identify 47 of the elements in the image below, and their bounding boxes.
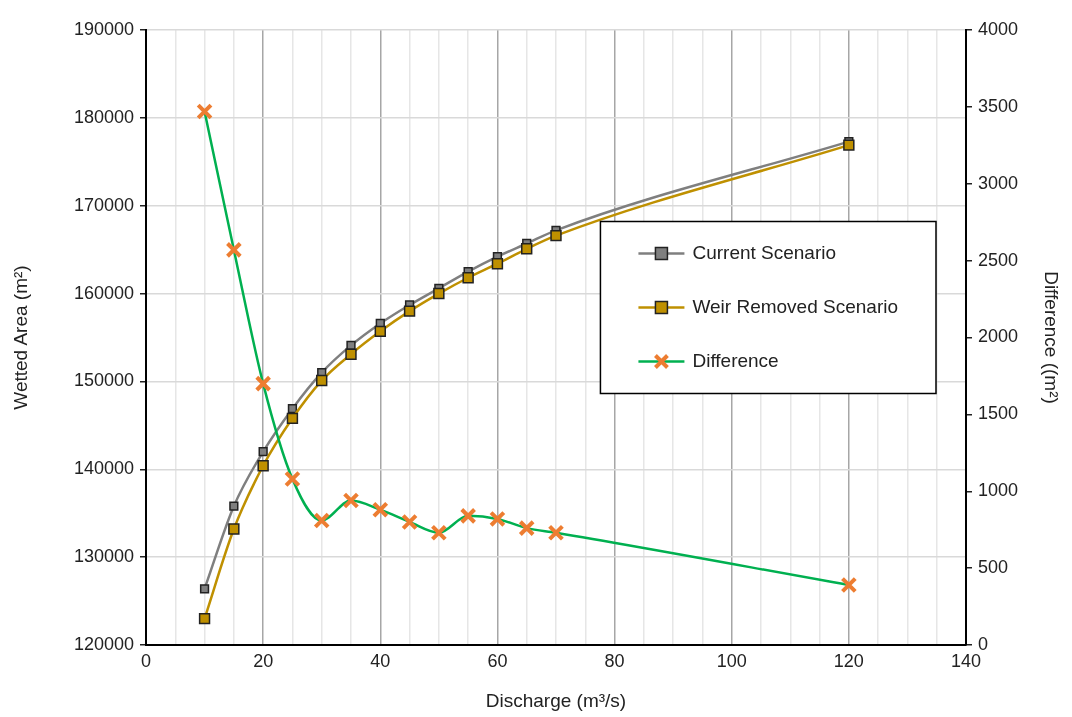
x-tick-label: 120 bbox=[833, 650, 864, 671]
point bbox=[229, 501, 239, 511]
y2-tick-label: 3000 bbox=[978, 172, 1019, 193]
point bbox=[521, 243, 533, 255]
y-tick-label: 190000 bbox=[73, 18, 134, 39]
x-tick-label: 80 bbox=[604, 650, 625, 671]
y2-tick-label: 500 bbox=[978, 557, 1009, 578]
y-tick-label: 160000 bbox=[73, 282, 134, 303]
y-tick-label: 150000 bbox=[73, 370, 134, 391]
legend-label: Weir Removed Scenario bbox=[692, 295, 899, 317]
point bbox=[491, 258, 504, 270]
x-tick-label: 60 bbox=[487, 650, 508, 671]
point bbox=[374, 325, 386, 338]
y2-tick-label: 1500 bbox=[978, 403, 1019, 424]
x-tick-label: 20 bbox=[253, 650, 274, 671]
point bbox=[198, 612, 211, 625]
y-tick-label: 120000 bbox=[73, 633, 134, 654]
y2-tick-label: 2500 bbox=[978, 249, 1019, 270]
y2-axis-title: Difference ((m²) bbox=[1041, 271, 1063, 404]
y-tick-label: 170000 bbox=[73, 194, 134, 215]
point bbox=[287, 404, 298, 414]
legend-label: Difference bbox=[692, 349, 779, 371]
y2-tick-label: 4000 bbox=[978, 18, 1019, 39]
point bbox=[843, 139, 855, 151]
point bbox=[286, 412, 299, 425]
point bbox=[199, 584, 210, 594]
point bbox=[403, 305, 416, 317]
x-tick-label: 40 bbox=[370, 650, 391, 671]
y2-tick-label: 3500 bbox=[978, 95, 1019, 116]
y-tick-label: 180000 bbox=[73, 106, 134, 127]
x-tick-label: 100 bbox=[716, 650, 747, 671]
point bbox=[228, 523, 240, 535]
y-axis-title: Wetted Area (m²) bbox=[9, 265, 31, 410]
y-tick-label: 130000 bbox=[73, 546, 134, 567]
y-tick-label: 140000 bbox=[73, 458, 134, 479]
x-axis-title: Discharge (m³/s) bbox=[485, 689, 627, 711]
point bbox=[550, 229, 562, 242]
y2-tick-label: 2000 bbox=[978, 326, 1019, 347]
x-tick-label: 0 bbox=[140, 650, 152, 671]
point bbox=[345, 348, 357, 360]
point bbox=[257, 460, 269, 472]
point bbox=[433, 287, 445, 300]
point bbox=[462, 272, 474, 284]
y2-tick-label: 1000 bbox=[978, 480, 1019, 501]
point bbox=[258, 447, 268, 457]
legend-label: Current Scenario bbox=[692, 241, 837, 263]
point bbox=[316, 374, 328, 387]
